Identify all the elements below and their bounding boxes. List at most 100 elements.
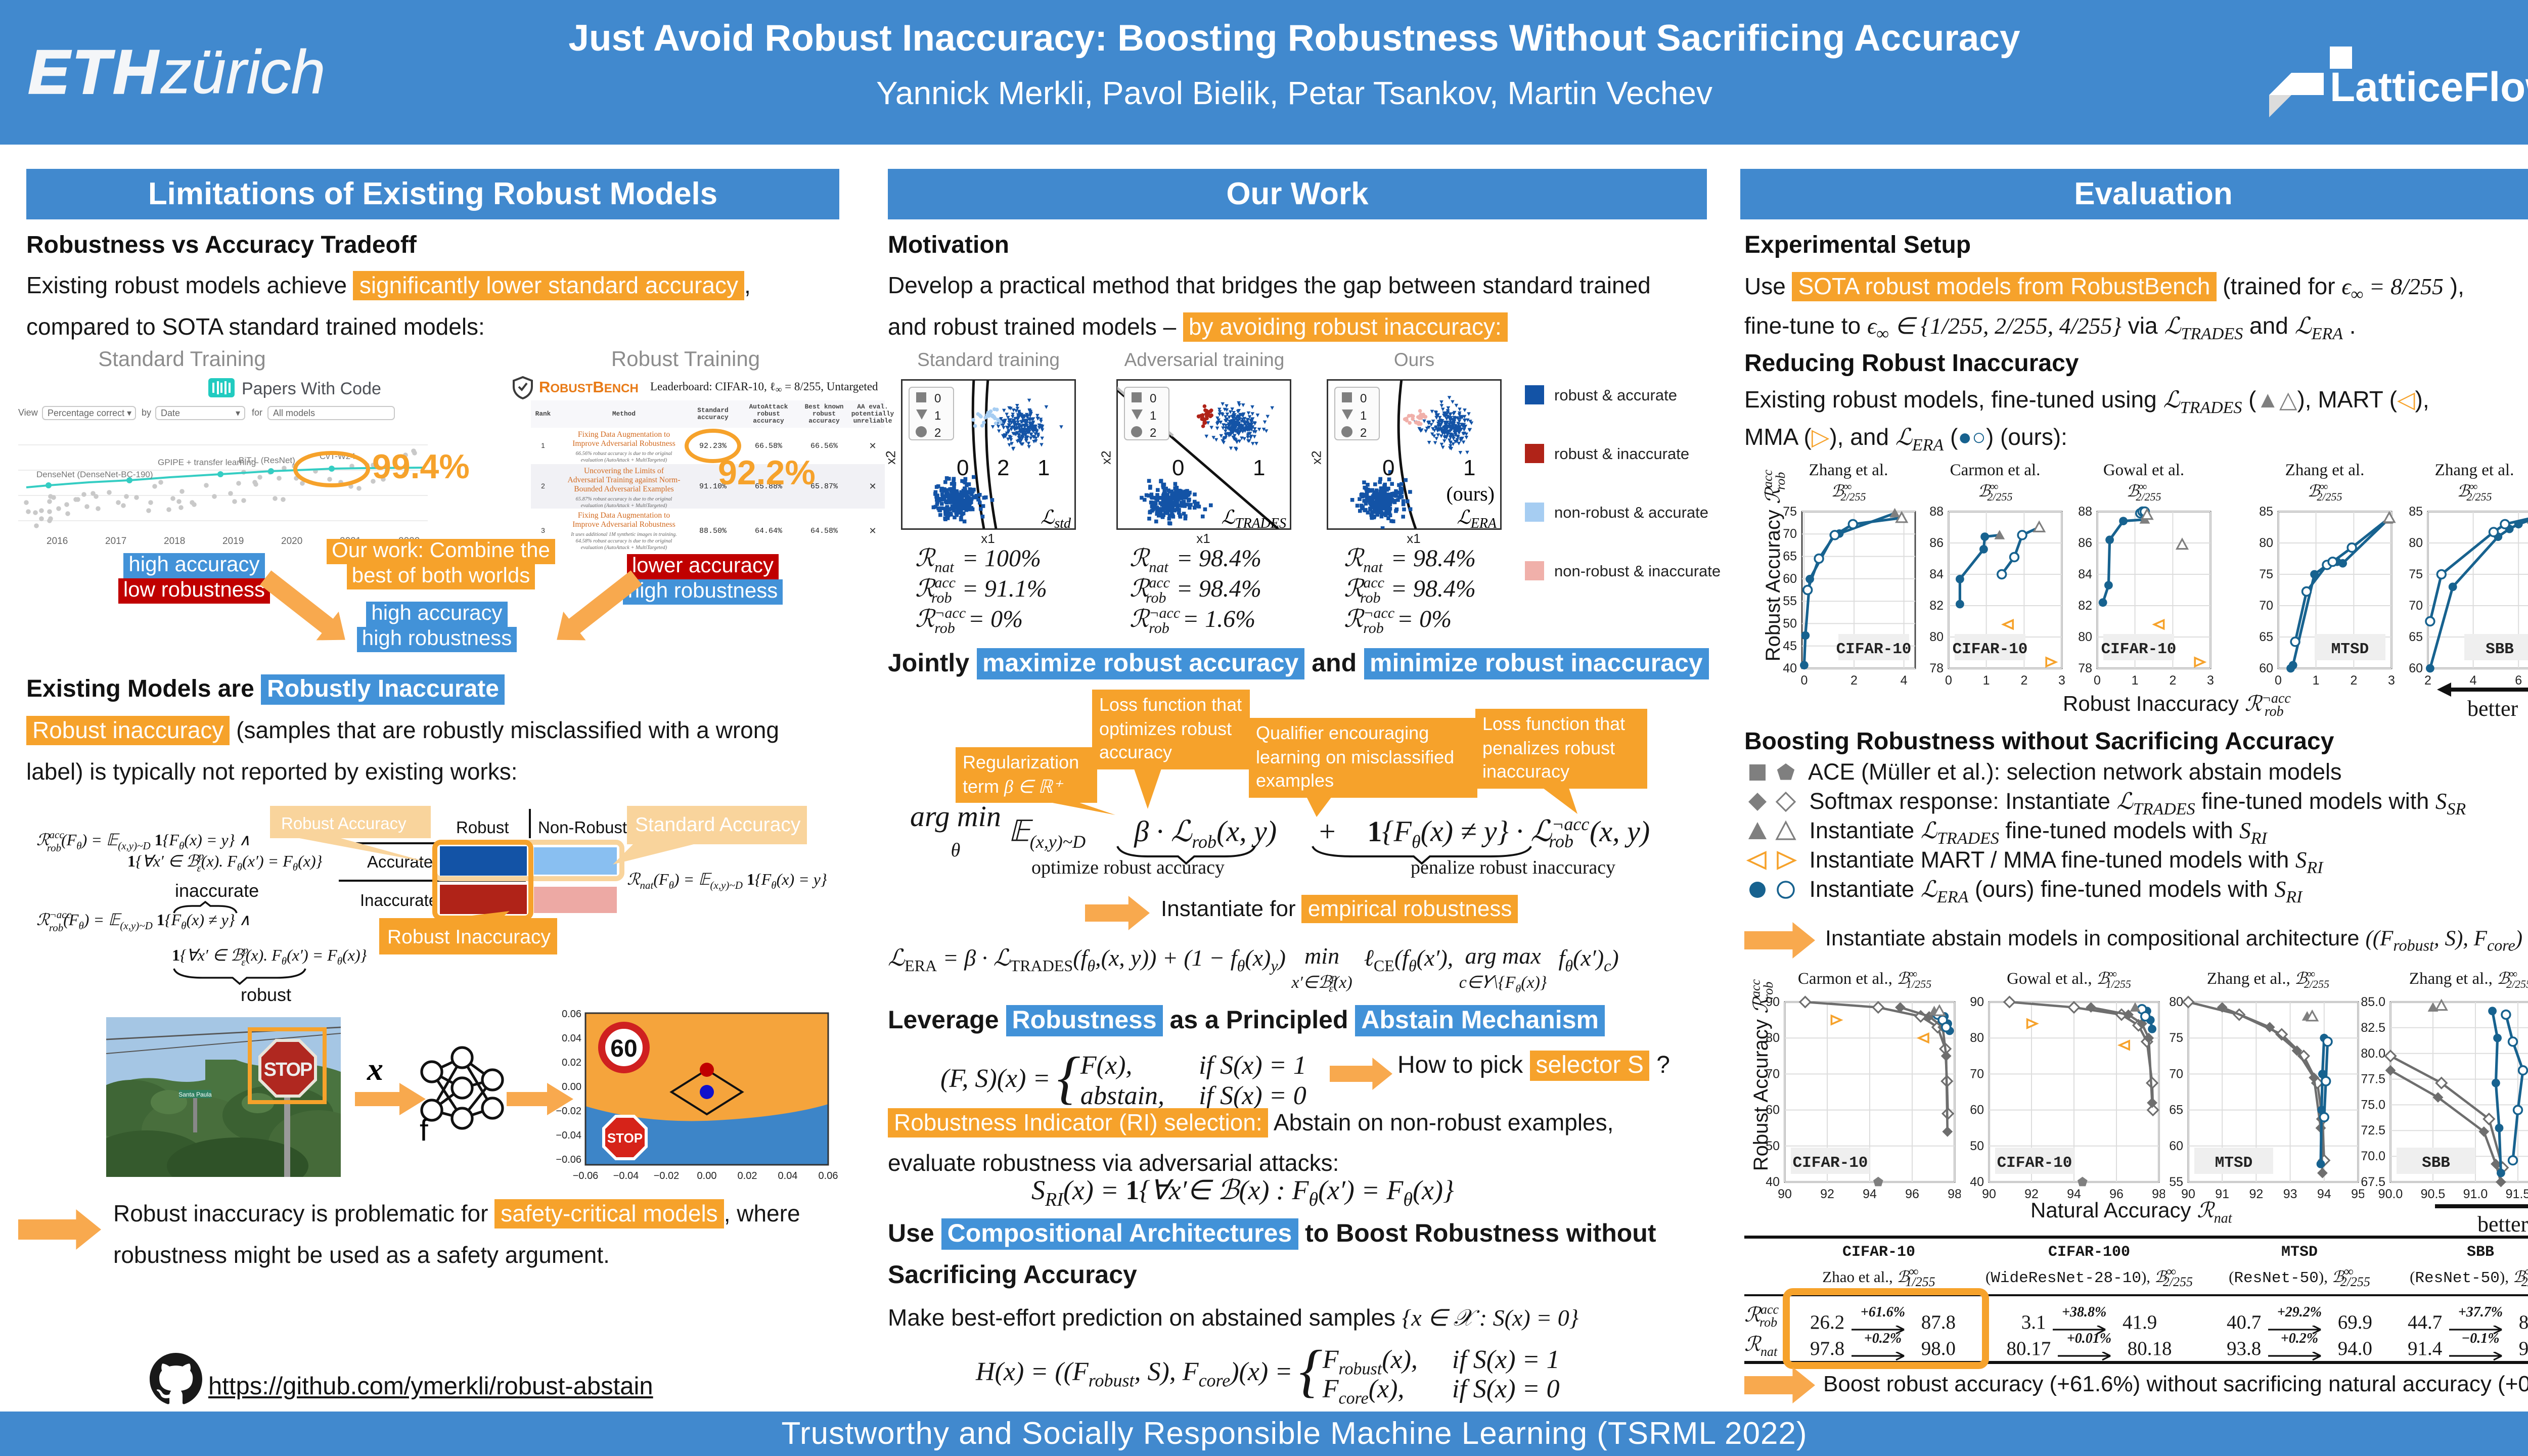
svg-text:95: 95 [2351, 1187, 2364, 1201]
svg-text:Robust: Robust [456, 818, 509, 837]
svg-text:2018: 2018 [164, 536, 185, 547]
svg-text:1: 1 [2313, 673, 2320, 688]
svg-text:2: 2 [1850, 673, 1858, 688]
svg-text:65.88%: 65.88% [755, 482, 783, 491]
svg-text:86: 86 [2078, 536, 2092, 550]
svg-text:f: f [420, 1113, 428, 1147]
svg-text:−0.02: −0.02 [556, 1106, 581, 1117]
svg-text:Percentage correct ▾: Percentage correct ▾ [48, 408, 131, 418]
svg-text:Papers With Code: Papers With Code [242, 379, 381, 398]
svg-text:50: 50 [1783, 616, 1797, 630]
svg-text:Standard: Standard [697, 406, 728, 414]
svg-text:2: 2 [541, 482, 545, 490]
svg-text:45: 45 [1783, 639, 1797, 653]
svg-text:evaluation (AutoAttack + Multi: evaluation (AutoAttack + MultiTargeted) [581, 458, 667, 463]
svg-text:0: 0 [1945, 673, 1952, 688]
svg-text:ROBUSTBENCH: ROBUSTBENCH [539, 378, 639, 396]
svg-text:x1: x1 [1196, 531, 1210, 546]
svg-text:99.4%: 99.4% [372, 447, 470, 486]
svg-text:0: 0 [1172, 456, 1184, 480]
svg-text:1{∀x′ ∈ ℬpε(x). Fθ(x′) = Fθ(x): 1{∀x′ ∈ ℬp ε(x). Fθ(x′) = Fθ(x)} [127, 850, 323, 874]
svg-text:70: 70 [2409, 599, 2423, 613]
svg-text:1: 1 [1463, 456, 1475, 480]
svg-text:80: 80 [2169, 995, 2183, 1009]
svg-text:70: 70 [1766, 1067, 1780, 1081]
svg-text:View: View [18, 407, 38, 418]
svg-text:88: 88 [2078, 505, 2092, 519]
svg-text:Robust Accuracy: Robust Accuracy [281, 814, 407, 833]
svg-text:for: for [252, 407, 262, 418]
svg-text:MTSD: MTSD [2331, 641, 2369, 658]
svg-text:AA eval.: AA eval. [857, 403, 888, 411]
svg-text:accuracy: accuracy [697, 414, 729, 421]
svg-text:75: 75 [2169, 1031, 2183, 1045]
svg-text:90.0: 90.0 [2378, 1187, 2403, 1201]
svg-text:90: 90 [1766, 995, 1780, 1009]
svg-text:2017: 2017 [105, 536, 126, 547]
svg-text:98: 98 [2152, 1187, 2165, 1201]
svg-text:66.56% robust accuracy is due: 66.56% robust accuracy is due to the ori… [576, 451, 672, 457]
svg-text:82.5: 82.5 [2361, 1021, 2385, 1035]
svg-text:Non-Robust: Non-Robust [538, 818, 627, 837]
svg-text:80: 80 [1929, 630, 1944, 644]
svg-text:CIFAR-10: CIFAR-10 [1997, 1154, 2072, 1172]
svg-text:3: 3 [2388, 673, 2395, 688]
svg-text:98: 98 [1948, 1187, 1961, 1201]
svg-text:91: 91 [2215, 1187, 2229, 1201]
svg-text:3: 3 [2058, 673, 2065, 688]
svg-text:✕: ✕ [869, 441, 876, 451]
svg-text:92.2%: 92.2% [718, 453, 816, 492]
svg-text:55: 55 [2169, 1175, 2183, 1189]
svg-text:0: 0 [1382, 456, 1394, 480]
svg-text:STOP: STOP [607, 1130, 643, 1146]
svg-text:60: 60 [2409, 661, 2423, 675]
svg-text:0: 0 [1150, 392, 1156, 405]
svg-text:3: 3 [2207, 673, 2214, 688]
svg-text:CIFAR-10: CIFAR-10 [1793, 1154, 1868, 1172]
svg-text:STOP: STOP [264, 1059, 312, 1080]
svg-text:40: 40 [1970, 1175, 1984, 1189]
svg-text:75.0: 75.0 [2361, 1098, 2385, 1112]
svg-text:93: 93 [2283, 1187, 2297, 1201]
svg-text:0: 0 [2275, 673, 2282, 688]
svg-text:Date: Date [161, 408, 180, 418]
svg-text:85: 85 [2259, 505, 2273, 519]
svg-text:Improve Adversarial Robustness: Improve Adversarial Robustness [572, 439, 675, 448]
svg-text:AutoAttack: AutoAttack [749, 403, 788, 411]
svg-text:4: 4 [1901, 673, 1908, 688]
svg-text:(ours): (ours) [1446, 482, 1495, 505]
svg-text:2: 2 [1150, 426, 1156, 440]
svg-text:−0.06: −0.06 [556, 1154, 581, 1165]
svg-text:2: 2 [1360, 426, 1367, 440]
svg-text:2: 2 [934, 426, 941, 440]
svg-text:Adversarial Training against N: Adversarial Training against Norm- [567, 476, 680, 484]
svg-text:0.02: 0.02 [738, 1170, 757, 1181]
svg-text:It uses additional 1M syntheti: It uses additional 1M synthetic images i… [570, 532, 677, 537]
svg-text:92: 92 [2249, 1187, 2263, 1201]
svg-text:Improve Adversarial Robustness: Improve Adversarial Robustness [572, 520, 675, 529]
svg-text:65: 65 [2259, 630, 2273, 644]
svg-text:1: 1 [541, 441, 545, 449]
svg-text:64.64%: 64.64% [755, 527, 783, 535]
svg-text:Uncovering the Limits of: Uncovering the Limits of [584, 467, 664, 475]
svg-text:1{∀x′ ∈ ℬpε(x). Fθ(x′) = Fθ(x): 1{∀x′ ∈ ℬp ε(x). Fθ(x′) = Fθ(x)} [172, 944, 367, 968]
svg-text:75: 75 [2409, 567, 2423, 581]
svg-text:x: x [367, 1051, 383, 1087]
svg-text:92: 92 [2024, 1187, 2039, 1201]
svg-text:80: 80 [1766, 1031, 1780, 1045]
svg-text:82: 82 [1929, 599, 1944, 613]
svg-text:SBB: SBB [2486, 641, 2514, 658]
svg-text:65: 65 [1783, 550, 1797, 564]
svg-text:66.58%: 66.58% [755, 442, 783, 450]
svg-text:60: 60 [1970, 1103, 1984, 1117]
svg-text:robust: robust [812, 410, 836, 418]
svg-text:potentially: potentially [851, 410, 894, 418]
svg-text:3: 3 [541, 526, 545, 534]
svg-text:inaccurate: inaccurate [175, 880, 259, 901]
svg-text:91.5: 91.5 [2506, 1187, 2528, 1201]
svg-text:75: 75 [2259, 567, 2273, 581]
svg-text:0.00: 0.00 [562, 1081, 581, 1093]
svg-text:LatticeFlow: LatticeFlow [2330, 64, 2528, 110]
svg-text:MTSD: MTSD [2215, 1154, 2252, 1172]
svg-text:Leaderboard: CIFAR-10, ℓ∞ = 8/: Leaderboard: CIFAR-10, ℓ∞ = 8/255, Untar… [650, 380, 878, 394]
